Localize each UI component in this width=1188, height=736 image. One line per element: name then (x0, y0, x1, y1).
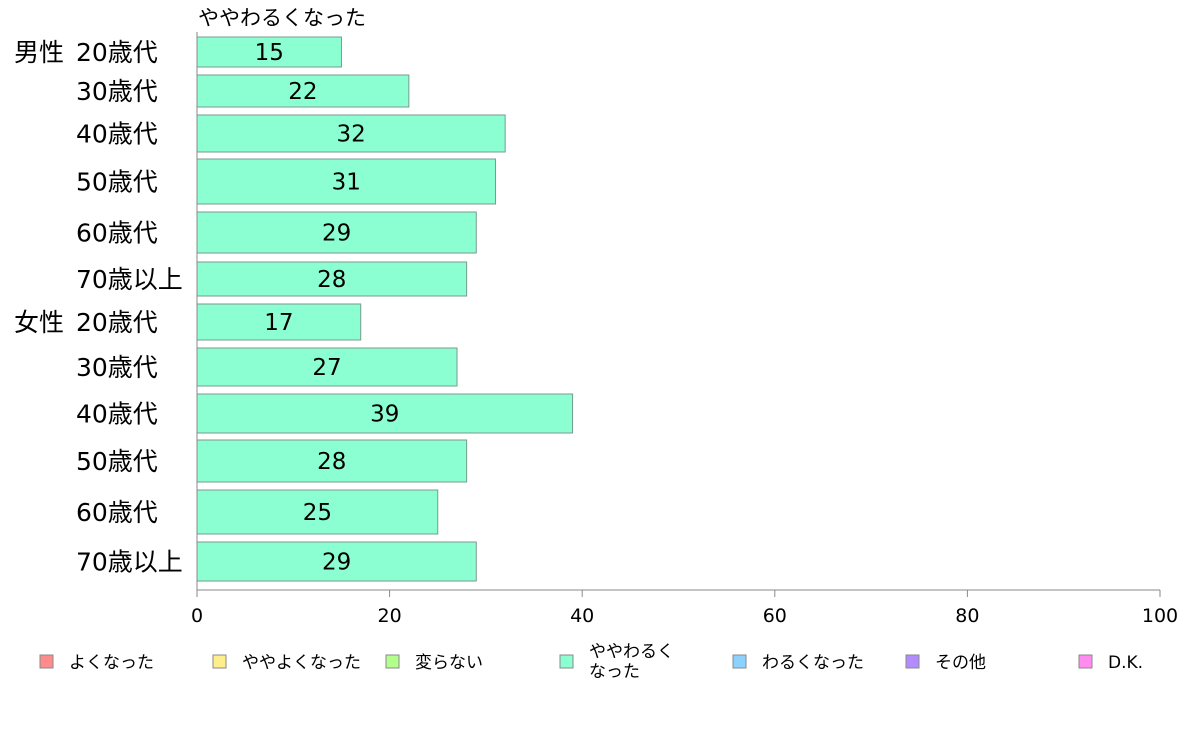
category-labels: 20歳代 30歳代 40歳代 50歳代 60歳代 70歳以上 20歳代 30歳代 40歳代 50歳… (14, 38, 183, 577)
bar-3 (196, 114, 506, 153)
category-label: 70歳以上 (76, 265, 183, 294)
bar-1 (196, 36, 342, 68)
category-label: 40歳代 (76, 120, 158, 149)
bar-value-label: 17 (264, 310, 293, 336)
bar-2 (196, 74, 410, 108)
bar-value-label: 28 (317, 449, 346, 475)
bar-value-label: 28 (317, 267, 346, 293)
chart-title: ややわるくなった (198, 6, 366, 30)
legend-swatch (559, 654, 574, 669)
legend-label: その他 (935, 653, 986, 673)
legend-swatch (732, 654, 747, 669)
bar-5 (196, 211, 477, 254)
category-label: 20歳代 (76, 308, 158, 337)
category-label: 20歳代 (76, 38, 158, 67)
x-tick-label: 60 (763, 605, 787, 627)
legend-swatch (385, 654, 400, 669)
legend-swatch (1078, 654, 1093, 669)
x-tick-label: 80 (955, 605, 979, 627)
x-tick-label: 20 (378, 605, 402, 627)
group-label: 男性 (14, 38, 64, 67)
legend-swatch (212, 654, 227, 669)
bar-value-label: 27 (312, 355, 341, 381)
bars-group (196, 36, 574, 582)
legend-label: よくなった (69, 653, 154, 673)
category-label: 40歳代 (76, 400, 158, 429)
bar-value-label: 31 (332, 170, 361, 196)
category-label: 30歳代 (76, 353, 158, 382)
bar-value-label: 25 (303, 500, 332, 526)
x-tick-label: 0 (191, 605, 203, 627)
category-label: 50歳代 (76, 447, 158, 476)
bar-4 (196, 158, 497, 205)
bar-12 (196, 541, 477, 582)
bar-7 (196, 303, 362, 341)
bar-10 (196, 439, 468, 483)
bar-value-label: 29 (322, 221, 351, 247)
bar-value-label: 32 (336, 122, 365, 148)
group-label: 女性 (14, 308, 64, 337)
x-tick-label: 40 (570, 605, 594, 627)
category-label: 30歳代 (76, 77, 158, 106)
x-axis: 0 20 40 60 80 100 (191, 32, 1178, 627)
legend-label: わるくなった (762, 653, 864, 673)
category-label: 70歳以上 (76, 548, 183, 577)
legend-label: ややよくなった (242, 653, 361, 673)
category-label: 60歳代 (76, 498, 158, 527)
bar-value-label: 15 (255, 40, 284, 66)
legend-swatch (39, 654, 54, 669)
legend-label: 変らない (415, 653, 483, 673)
bar-value-label: 22 (288, 79, 317, 105)
bar-11 (196, 489, 439, 535)
category-label: 50歳代 (76, 168, 158, 197)
legend: よくなった ややよくなった 変らない ややわるくなった わるくなった その他 D.K. (39, 642, 1143, 682)
legend-label: ややわるくなった (589, 642, 674, 682)
bar-value-label: 29 (322, 550, 351, 576)
bar-value-label: 39 (370, 402, 399, 428)
legend-swatch (905, 654, 920, 669)
category-label: 60歳代 (76, 219, 158, 248)
legend-label: D.K. (1108, 653, 1143, 673)
x-tick-label: 100 (1142, 605, 1178, 627)
